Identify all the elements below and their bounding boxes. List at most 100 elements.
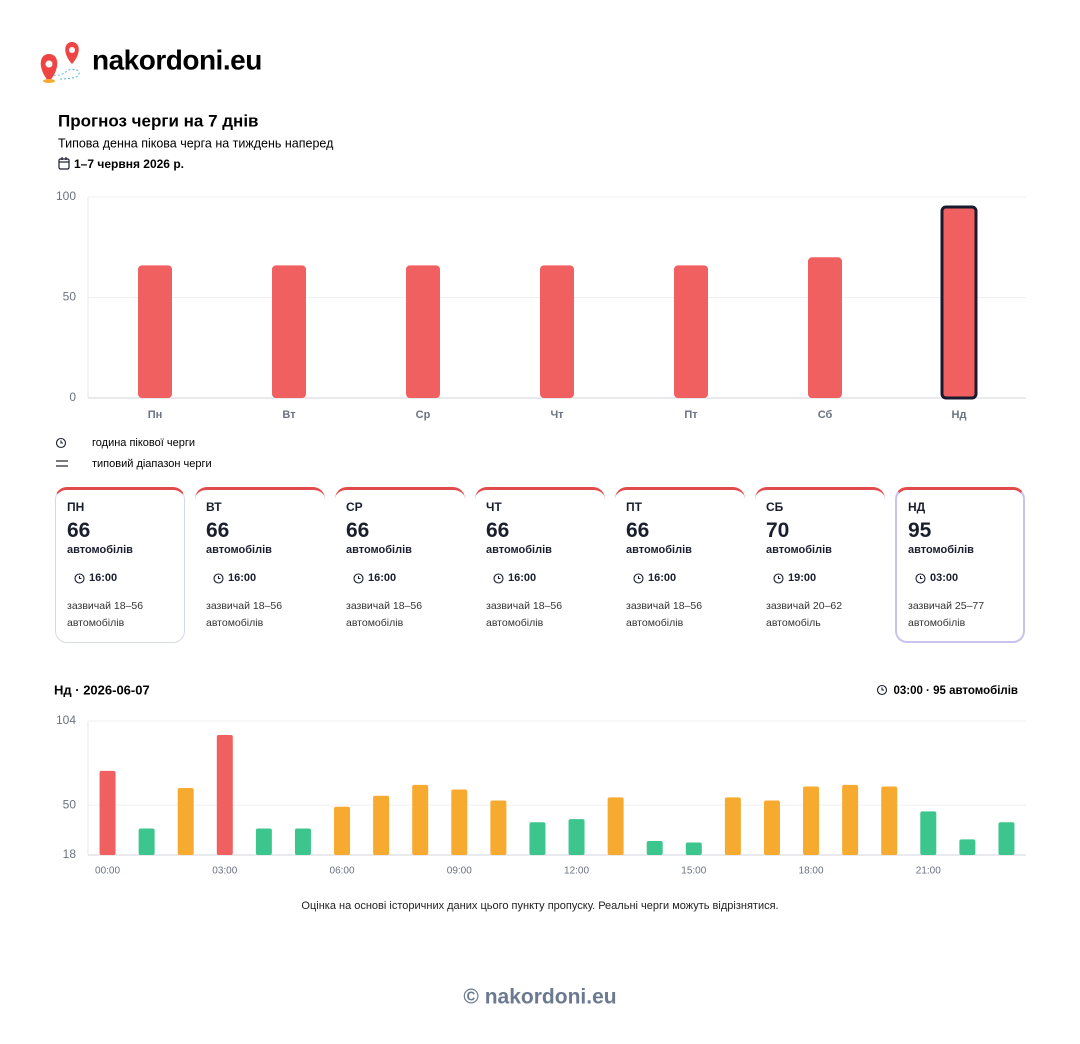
bar — [607, 797, 624, 855]
day-card[interactable]: ПН 66 автомобілів 16:00 зазвичай 18–56 а… — [55, 487, 185, 643]
section-title: Прогноз черги на 7 днів — [58, 111, 259, 130]
card-value: 70 — [766, 519, 790, 542]
bar — [842, 784, 859, 855]
y-tick-label: 50 — [63, 290, 77, 304]
card-time-row: 16:00 — [626, 572, 745, 584]
y-tick-label: 50 — [63, 797, 77, 811]
bar — [138, 828, 155, 855]
day-card[interactable]: ВТ 66 автомобілів 16:00 зазвичай 18–56 а… — [195, 487, 325, 643]
x-tick-label: 21:00 — [916, 866, 941, 877]
card-value: 66 — [626, 519, 650, 542]
card-time-row: 16:00 — [486, 572, 605, 584]
card-value: 66 — [486, 519, 510, 542]
bar — [529, 822, 546, 855]
card-day: СБ — [766, 500, 784, 514]
card-unit: автомобілів — [346, 544, 412, 556]
clock-icon — [493, 572, 504, 584]
bar — [540, 265, 574, 398]
bar — [685, 842, 702, 855]
y-tick-label: 0 — [69, 390, 76, 404]
footer: © nakordoni.eu — [463, 986, 616, 1009]
card-time: 16:00 — [89, 572, 118, 584]
bar — [451, 789, 468, 855]
bar — [646, 840, 663, 855]
bar — [763, 800, 780, 855]
detail-peak: 03:00 · 95 автомобілів — [893, 685, 1018, 697]
clock-icon — [915, 572, 926, 584]
section-subtitle: Типова денна пікова черга на тиждень нап… — [58, 136, 334, 150]
card-unit: автомобілів — [766, 544, 832, 556]
bar — [334, 806, 351, 855]
day-card[interactable]: НД 95 автомобілів 03:00 зазвичай 25–77 а… — [895, 487, 1025, 643]
bar — [920, 811, 937, 855]
clock-icon — [74, 572, 85, 584]
card-range: зазвичай 18–56 автомобілів — [206, 600, 283, 629]
card-time-row: 19:00 — [766, 572, 885, 584]
bar — [272, 265, 306, 398]
legend-range: типовий діапазон черги — [92, 458, 212, 470]
card-day: СР — [346, 500, 363, 514]
detail-title: Нд · 2026-06-07 — [54, 682, 150, 697]
x-tick-label: 00:00 — [95, 866, 120, 877]
card-time: 19:00 — [788, 572, 817, 584]
date-range: 1–7 червня 2026 р. — [74, 157, 184, 171]
bar — [998, 822, 1015, 855]
card-time-row: 03:00 — [908, 572, 1023, 584]
bar — [940, 205, 978, 400]
card-unit: автомобілів — [908, 544, 974, 556]
day-card[interactable]: СБ 70 автомобілів 19:00 зазвичай 20–62 а… — [755, 487, 885, 643]
bar — [373, 795, 390, 855]
y-tick-label: 100 — [56, 189, 76, 203]
card-time: 16:00 — [368, 572, 397, 584]
day-card[interactable]: СР 66 автомобілів 16:00 зазвичай 18–56 а… — [335, 487, 465, 643]
clock-icon — [213, 572, 224, 584]
y-tick-label: 104 — [56, 713, 76, 727]
bar — [568, 819, 585, 855]
card-range: зазвичай 18–56 автомобілів — [67, 600, 144, 629]
x-tick-label: Сб — [818, 409, 833, 421]
bar — [808, 257, 842, 398]
card-time: 03:00 — [930, 572, 959, 584]
x-tick-label: Вт — [282, 409, 296, 421]
card-time: 16:00 — [228, 572, 257, 584]
card-value: 95 — [908, 519, 932, 542]
bar — [99, 770, 116, 855]
bar — [177, 788, 194, 855]
bar — [406, 265, 440, 398]
bar — [216, 735, 233, 855]
clock-icon — [353, 572, 364, 584]
day-card[interactable]: ЧТ 66 автомобілів 16:00 зазвичай 18–56 а… — [475, 487, 605, 643]
bar — [959, 839, 976, 855]
card-value: 66 — [206, 519, 230, 542]
bar — [138, 265, 172, 398]
clock-icon — [876, 684, 888, 696]
card-value: 66 — [67, 519, 91, 542]
card-unit: автомобілів — [486, 544, 552, 556]
x-tick-label: 06:00 — [330, 866, 355, 877]
bar — [490, 800, 507, 855]
card-range: зазвичай 18–56 автомобілів — [626, 600, 703, 629]
bar — [294, 828, 311, 855]
card-range: зазвичай 20–62 автомобіль — [766, 600, 843, 629]
x-tick-label: 12:00 — [564, 866, 589, 877]
bar — [255, 828, 272, 855]
card-range: зазвичай 18–56 автомобілів — [346, 600, 423, 629]
bar — [674, 265, 708, 398]
y-tick-label: 18 — [63, 847, 77, 861]
x-tick-label: 18:00 — [799, 866, 824, 877]
card-day: ЧТ — [486, 500, 502, 514]
legend-range-icon — [56, 460, 68, 467]
card-day: ВТ — [206, 500, 222, 514]
day-card[interactable]: ПТ 66 автомобілів 16:00 зазвичай 18–56 а… — [615, 487, 745, 643]
x-tick-label: Ср — [416, 409, 431, 421]
card-day: ПН — [67, 500, 85, 514]
card-value: 66 — [346, 519, 370, 542]
clock-icon — [773, 572, 784, 584]
x-tick-label: 15:00 — [681, 866, 706, 877]
bar — [412, 784, 429, 855]
x-tick-label: 03:00 — [212, 866, 237, 877]
note: Оцінка на основі історичних даних цього … — [301, 900, 778, 912]
card-unit: автомобілів — [67, 544, 133, 556]
